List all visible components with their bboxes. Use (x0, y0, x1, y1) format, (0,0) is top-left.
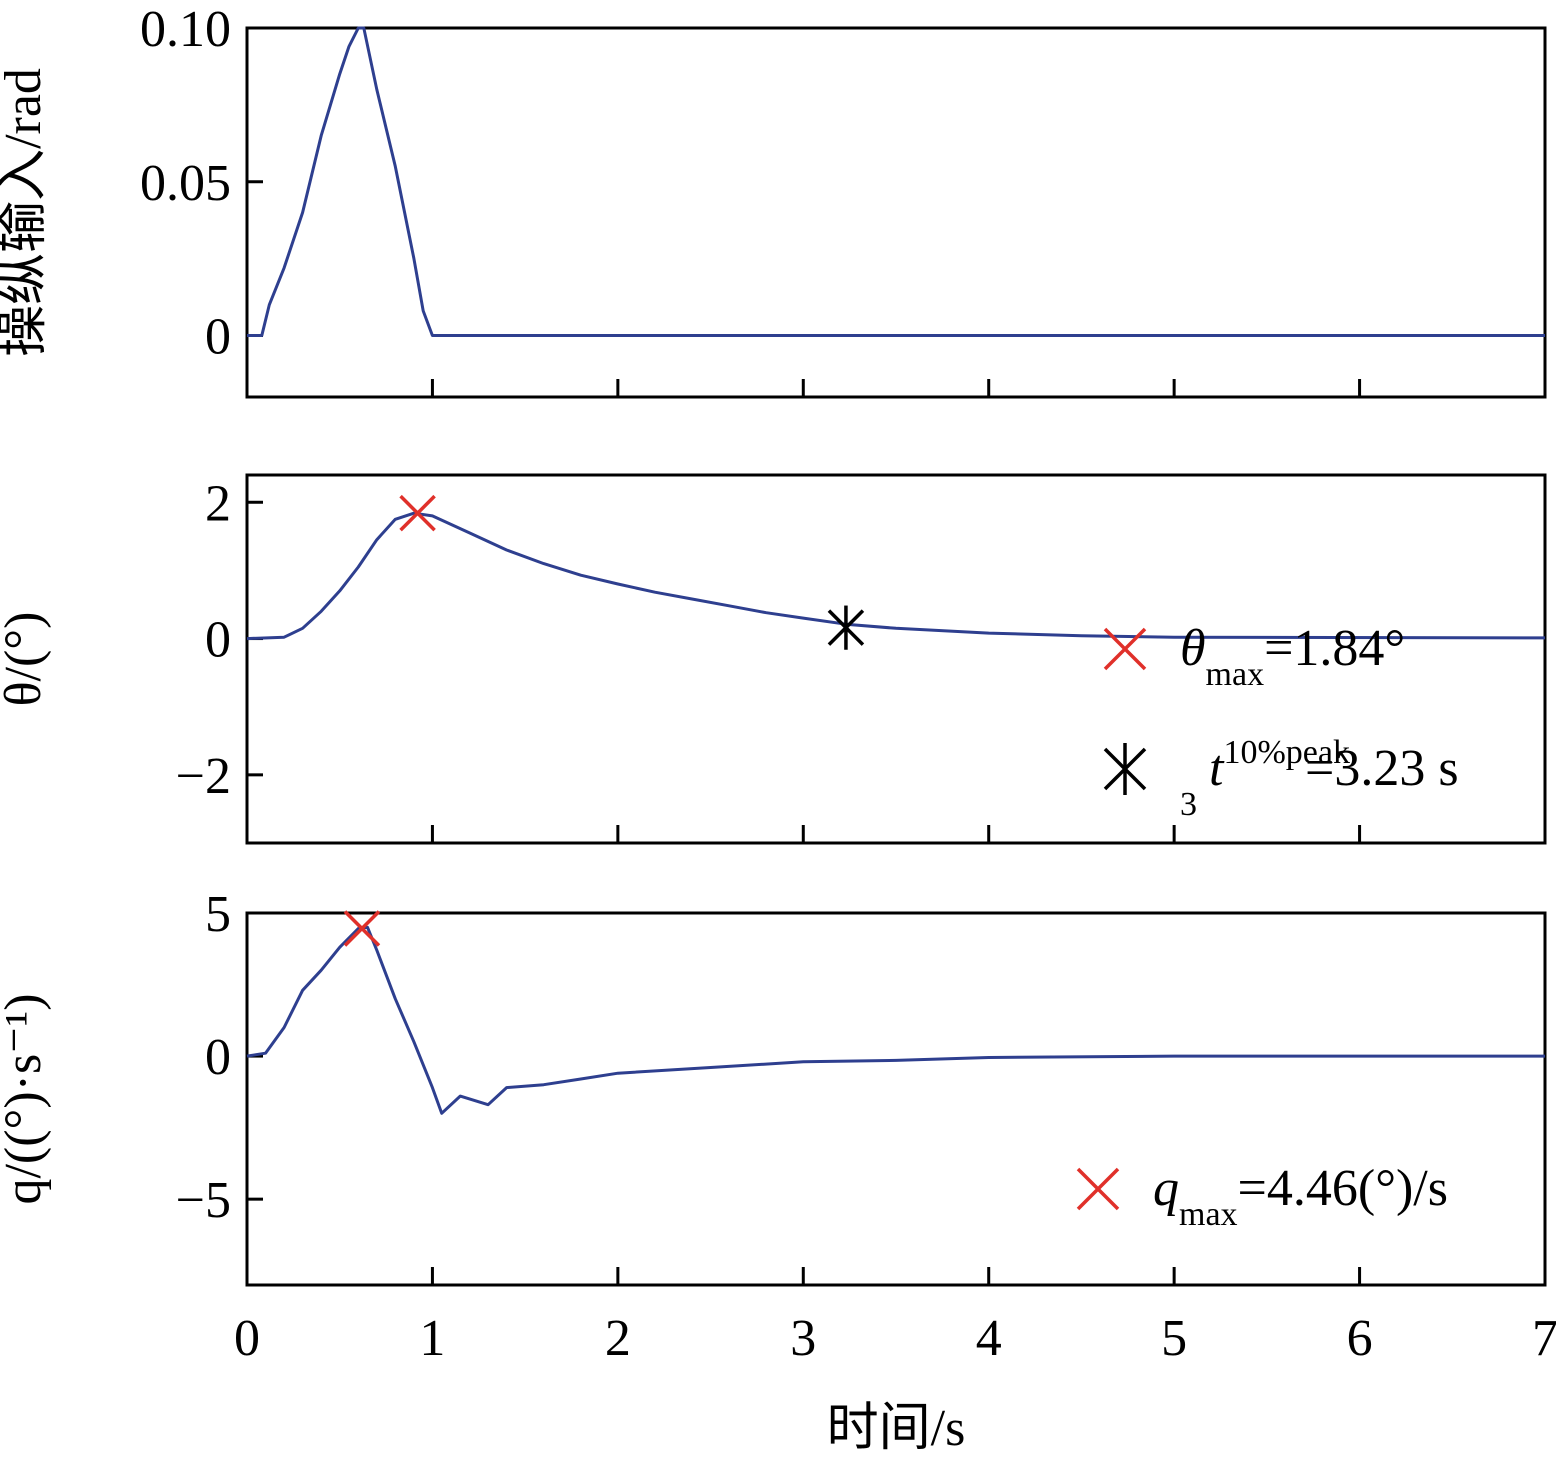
legend-value: =3.23 s (1305, 740, 1459, 797)
marker-stroke-b (343, 910, 381, 947)
legend-label: t10%peak 3 =3.23 s (1180, 734, 1459, 823)
legend-value: =4.46(°)/s (1238, 1160, 1448, 1217)
y-tick-label: 0 (205, 612, 231, 669)
x-tick-label: 7 (1532, 1310, 1556, 1367)
series-line (246, 925, 1545, 1115)
data-marker-asterisk (827, 605, 865, 650)
legend-label: θmax=1.84° (1180, 620, 1405, 693)
y-axis-label: q/((°)·s⁻¹) (0, 993, 52, 1204)
y-tick-label: 0 (205, 1029, 231, 1086)
marker-stroke-b (399, 494, 436, 532)
data-marker-x (343, 910, 381, 947)
panel-frame (245, 911, 1547, 1287)
legend-marker-stroke-b (1103, 747, 1147, 791)
data-marker-x (399, 494, 436, 532)
x-tick-label: 6 (1347, 1310, 1373, 1367)
x-tick-label: 1 (419, 1310, 445, 1367)
y-tick-label: 0.05 (140, 155, 231, 212)
legend-subscript: 3 (1180, 786, 1197, 823)
legend-marker-stroke-b (1103, 627, 1147, 671)
legend-variable: t (1209, 740, 1225, 797)
x-axis-label: 时间/s (827, 1400, 966, 1457)
legend-value: =1.84° (1264, 620, 1405, 677)
legend-variable: θ (1180, 620, 1206, 677)
y-axis-label: θ/(°) (0, 612, 52, 707)
legend-entry: θmax=1.84° (1103, 620, 1405, 693)
y-axis-label: 操纵输入/rad (0, 68, 52, 357)
y-tick-label: −2 (176, 748, 231, 805)
y-tick-label: 2 (205, 475, 231, 532)
x-tick-label: 5 (1161, 1310, 1187, 1367)
panel-frame (245, 26, 1547, 399)
legend-subscript: max (1179, 1196, 1238, 1233)
x-tick-label: 2 (605, 1310, 631, 1367)
y-tick-label: 0.10 (140, 1, 231, 58)
y-tick-label: 0 (205, 309, 231, 366)
x-tick-label: 3 (790, 1310, 816, 1367)
y-tick-label: 5 (205, 886, 231, 943)
legend-label: qmax=4.46(°)/s (1153, 1160, 1448, 1233)
panel-2: −2 0 2 θ/(°) θmax=1.84° t10%peak 3 =3.23 s (0, 473, 1547, 845)
x-tick-label: 0 (234, 1310, 260, 1367)
legend-entry: qmax=4.46(°)/s (1076, 1160, 1448, 1233)
marker-stroke-b (827, 609, 865, 646)
legend-superscript: 10%peak (1223, 734, 1350, 771)
panel-frame (245, 473, 1547, 845)
legend-variable: q (1153, 1160, 1179, 1217)
legend-entry: t10%peak 3 =3.23 s (1103, 734, 1459, 823)
panel-1: 0 0.05 0.10 操纵输入/rad (0, 1, 1547, 399)
x-tick-label: 4 (976, 1310, 1002, 1367)
legend-marker-stroke-b (1076, 1167, 1120, 1211)
legend-subscript: max (1206, 656, 1265, 693)
series-line (247, 26, 1545, 337)
y-tick-label: −5 (176, 1172, 231, 1229)
panel-3: −5 0 5 0 1 2 3 4 5 6 7 q/((°)·s⁻¹) 时间/s qmax=4.46(°)/… (0, 886, 1556, 1457)
series-line (246, 511, 1546, 641)
